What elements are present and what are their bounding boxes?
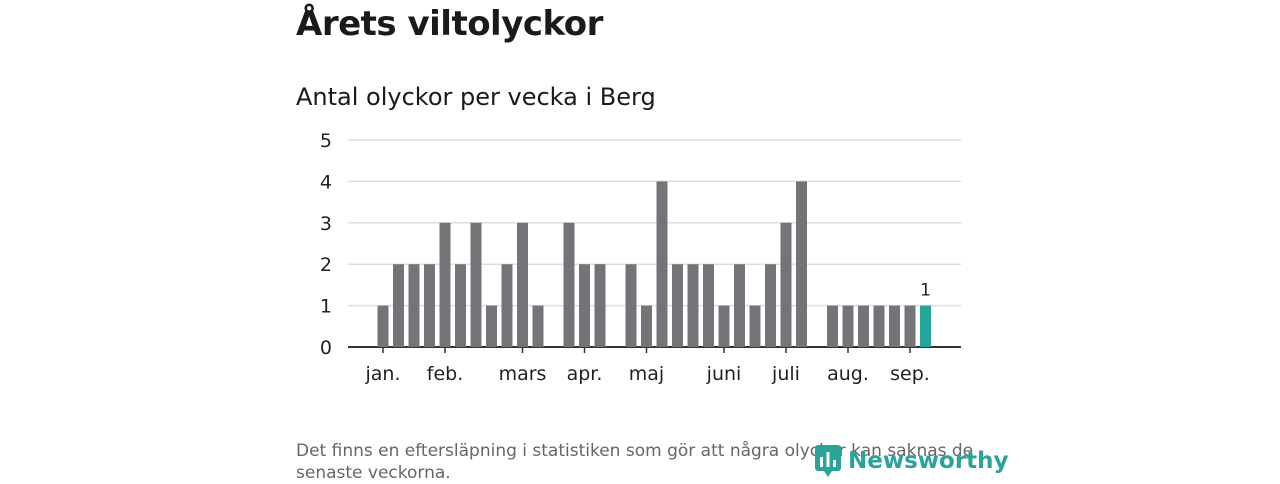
x-tick-label: sep. xyxy=(890,363,930,385)
bar xyxy=(656,181,668,347)
bars xyxy=(377,181,931,347)
y-tick-label: 1 xyxy=(320,296,332,318)
chart-subtitle: Antal olyckor per vecka i Berg xyxy=(296,83,656,111)
bar xyxy=(873,305,885,347)
bar xyxy=(904,305,916,347)
bar xyxy=(563,222,575,347)
newsworthy-logo: Newsworthy xyxy=(814,444,1009,478)
x-tick-label: juni xyxy=(706,363,742,385)
y-tick-label: 5 xyxy=(320,130,332,152)
y-tick-label: 0 xyxy=(320,337,332,359)
chart-title: Årets viltolyckor xyxy=(296,4,603,44)
bar xyxy=(889,305,900,347)
bar xyxy=(579,264,590,347)
tick-labels: 0 1 2 3 4 5 1 jan. feb. mars apr. maj juni juli aug. se… xyxy=(320,130,931,385)
bar xyxy=(393,264,404,347)
bar xyxy=(749,305,761,347)
bar xyxy=(641,305,652,347)
bar xyxy=(920,305,931,347)
bar xyxy=(408,264,420,347)
x-tick-label: mars xyxy=(499,363,547,385)
x-tick-label: apr. xyxy=(567,363,603,385)
bar xyxy=(703,264,714,347)
bar-chart: 0 1 2 3 4 5 1 jan. feb. mars apr. maj juni juli aug. se… xyxy=(320,130,961,385)
x-tick-label: maj xyxy=(629,363,664,385)
bar xyxy=(827,305,838,347)
x-tick-label: aug. xyxy=(827,363,869,385)
bar xyxy=(625,264,637,347)
bar xyxy=(734,264,745,347)
footnote: Det finns en eftersläpning i statistiken… xyxy=(296,441,974,483)
bar xyxy=(687,264,699,347)
bar xyxy=(470,222,482,347)
bar xyxy=(765,264,776,347)
bar xyxy=(501,264,513,347)
x-tick-label: jan. xyxy=(364,363,400,385)
brand-name: Newsworthy xyxy=(848,448,1009,474)
y-tick-label: 3 xyxy=(320,213,332,235)
x-tick-label: juli xyxy=(771,363,800,385)
bar xyxy=(439,222,451,347)
bar xyxy=(594,264,606,347)
y-tick-label: 4 xyxy=(320,171,332,193)
bar xyxy=(377,305,389,347)
x-tick-label: feb. xyxy=(427,363,463,385)
bar xyxy=(780,222,792,347)
bar xyxy=(517,222,528,347)
bar xyxy=(858,305,869,347)
bar xyxy=(718,305,730,347)
bar xyxy=(842,305,854,347)
bar xyxy=(486,305,497,347)
newsworthy-logo-icon xyxy=(815,445,841,477)
data-label: 1 xyxy=(920,281,931,301)
bar xyxy=(455,264,466,347)
y-tick-label: 2 xyxy=(320,254,332,276)
bar xyxy=(424,264,435,347)
bar xyxy=(796,181,807,347)
bar xyxy=(672,264,683,347)
bar xyxy=(532,305,544,347)
